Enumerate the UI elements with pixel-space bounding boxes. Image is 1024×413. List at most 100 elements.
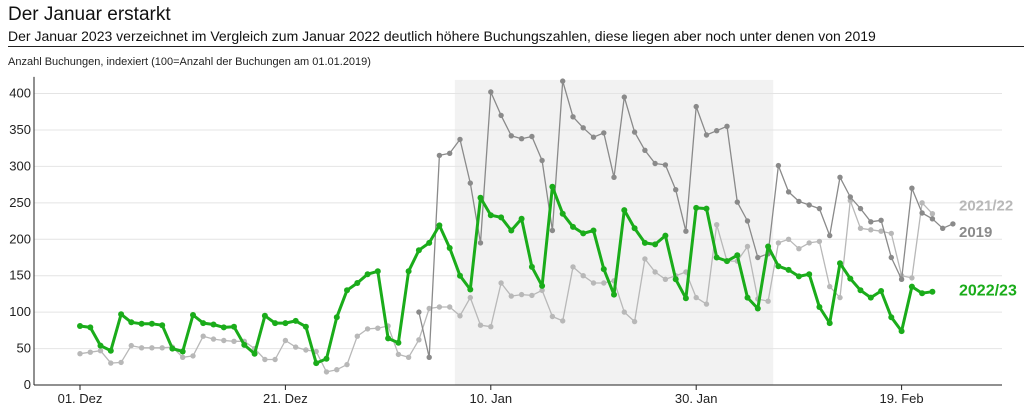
- data-point: [529, 133, 535, 140]
- data-point: [693, 204, 700, 211]
- data-point: [272, 320, 279, 327]
- data-point: [498, 214, 505, 221]
- data-point: [457, 272, 463, 279]
- data-point: [405, 268, 412, 275]
- data-point: [837, 260, 843, 267]
- y-tick-label: 300: [9, 158, 31, 173]
- data-point: [724, 123, 730, 129]
- data-point: [600, 266, 607, 273]
- data-point: [703, 301, 710, 307]
- data-point: [508, 227, 515, 234]
- data-point: [334, 367, 340, 373]
- data-point: [190, 312, 196, 318]
- data-point: [77, 351, 83, 357]
- data-point: [323, 369, 330, 375]
- data-point: [652, 241, 659, 248]
- data-point: [364, 326, 371, 332]
- data-point: [97, 342, 104, 349]
- data-point: [590, 134, 597, 140]
- data-point: [888, 254, 894, 261]
- data-point: [806, 202, 812, 208]
- data-point: [929, 288, 936, 295]
- data-point: [816, 238, 823, 245]
- data-point: [672, 276, 679, 283]
- data-point: [220, 324, 227, 331]
- data-point: [929, 211, 936, 217]
- data-point: [878, 288, 885, 294]
- data-point: [416, 309, 422, 315]
- data-point: [344, 287, 350, 294]
- data-point: [149, 345, 155, 351]
- data-point: [426, 305, 432, 312]
- data-point: [169, 345, 176, 352]
- data-point: [118, 359, 124, 366]
- data-point: [570, 264, 576, 270]
- data-point: [919, 290, 926, 297]
- data-point: [570, 114, 576, 120]
- data-point: [857, 205, 864, 212]
- data-point: [292, 317, 299, 324]
- data-point: [559, 210, 566, 217]
- data-point: [467, 294, 473, 301]
- data-point: [929, 216, 936, 222]
- x-tick-label: 30. Jan: [675, 391, 718, 406]
- data-point: [344, 361, 350, 368]
- data-point: [919, 210, 925, 216]
- data-point: [888, 314, 895, 321]
- data-point: [457, 136, 463, 143]
- data-point: [898, 328, 905, 335]
- data-point: [302, 323, 309, 330]
- data-point: [754, 305, 761, 312]
- data-point: [282, 320, 289, 327]
- data-point: [241, 341, 248, 348]
- data-point: [652, 160, 658, 167]
- y-tick-label: 50: [17, 341, 31, 356]
- x-tick-label: 19. Feb: [880, 391, 924, 406]
- data-point: [159, 322, 166, 329]
- data-point: [210, 321, 217, 328]
- y-tick-label: 250: [9, 195, 31, 210]
- data-point: [539, 282, 546, 289]
- data-point: [518, 291, 525, 298]
- data-point: [713, 254, 720, 261]
- data-point: [138, 320, 145, 327]
- data-point: [560, 78, 566, 84]
- y-tick-label: 100: [9, 304, 31, 319]
- data-point: [734, 252, 741, 259]
- data-point: [806, 271, 813, 278]
- data-point: [272, 356, 278, 363]
- data-point: [426, 239, 433, 246]
- data-point: [580, 230, 587, 237]
- data-point: [436, 304, 443, 310]
- data-point: [375, 325, 381, 331]
- data-point: [714, 222, 720, 228]
- data-point: [97, 348, 104, 354]
- chart-subtitle: Der Januar 2023 verzeichnet im Vergleich…: [8, 28, 876, 44]
- data-point: [682, 295, 689, 302]
- data-point: [282, 337, 289, 344]
- y-axis-label: Anzahl Buchungen, indexiert (100=Anzahl …: [8, 56, 371, 68]
- data-point: [580, 273, 586, 279]
- data-point: [847, 275, 854, 282]
- data-point: [467, 180, 473, 186]
- series-label-2019: 2019: [959, 224, 992, 241]
- data-point: [693, 294, 699, 301]
- data-point: [354, 280, 361, 286]
- data-point: [251, 350, 258, 357]
- data-point: [488, 89, 494, 95]
- data-point: [919, 200, 925, 206]
- data-point: [210, 336, 217, 342]
- data-point: [785, 236, 792, 242]
- data-point: [549, 313, 556, 320]
- data-point: [765, 243, 772, 250]
- x-tick-label: 10. Jan: [469, 391, 512, 406]
- data-point: [262, 356, 268, 363]
- data-point: [878, 228, 884, 234]
- data-point: [806, 240, 812, 246]
- data-point: [405, 354, 412, 360]
- data-point: [837, 294, 843, 301]
- data-point: [549, 183, 556, 190]
- data-point: [590, 280, 597, 286]
- data-point: [611, 291, 617, 298]
